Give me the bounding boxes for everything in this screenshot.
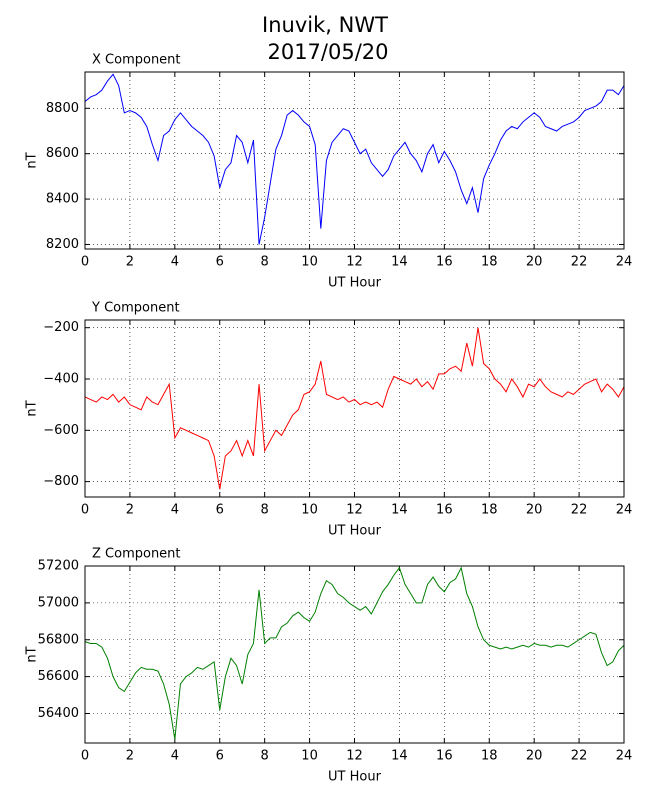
- y-tick-label: 8200: [46, 237, 79, 252]
- y-tick-label: −200: [43, 320, 79, 335]
- data-line: [84, 566, 625, 740]
- x-tick-label: 16: [436, 749, 453, 764]
- axes-title: X Component: [92, 53, 181, 68]
- x-tick-label: 18: [481, 503, 498, 518]
- x-tick-label: 6: [216, 749, 224, 764]
- x-tick-label: 16: [436, 255, 453, 270]
- x-tick-label: 18: [481, 255, 498, 270]
- x-tick-label: 10: [301, 255, 318, 270]
- x-tick-label: 6: [216, 255, 224, 270]
- axes-frame: [84, 319, 625, 498]
- y-tick-label: −800: [43, 474, 79, 489]
- x-tick-label: 0: [81, 749, 89, 764]
- axes-frame: [84, 71, 625, 250]
- x-tick-label: 24: [616, 503, 633, 518]
- data-line: [84, 73, 625, 245]
- x-tick-label: 8: [261, 749, 269, 764]
- y-tick-label: −400: [43, 372, 79, 387]
- x-tick-label: 6: [216, 503, 224, 518]
- x-tick-label: 2: [126, 503, 134, 518]
- y-tick-label: 57200: [38, 559, 79, 574]
- axes-title: Y Component: [91, 301, 180, 316]
- x-tick-label: 18: [481, 749, 498, 764]
- y-axis-label: nT: [25, 400, 40, 416]
- x-tick-label: 0: [81, 255, 89, 270]
- x-tick-label: 4: [171, 749, 179, 764]
- x-tick-label: 22: [571, 503, 588, 518]
- x-tick-label: 10: [301, 749, 318, 764]
- y-tick-label: 56600: [38, 669, 79, 684]
- x-axis-label: UT Hour: [328, 770, 382, 785]
- x-tick-label: 20: [526, 255, 543, 270]
- x-tick-label: 20: [526, 503, 543, 518]
- x-tick-label: 14: [391, 749, 408, 764]
- y-tick-label: 8800: [46, 101, 79, 116]
- x-tick-label: 2: [126, 255, 134, 270]
- y-axis-label: nT: [25, 646, 40, 662]
- x-tick-label: 4: [171, 503, 179, 518]
- x-tick-label: 12: [346, 255, 363, 270]
- x-tick-label: 8: [261, 503, 269, 518]
- axes-title: Z Component: [92, 547, 181, 562]
- x-axis-label: UT Hour: [328, 276, 382, 291]
- x-tick-label: 24: [616, 255, 633, 270]
- x-tick-label: 12: [346, 749, 363, 764]
- y-tick-label: 57000: [38, 595, 79, 610]
- x-tick-label: 10: [301, 503, 318, 518]
- y-tick-label: 8600: [46, 146, 79, 161]
- x-tick-label: 14: [391, 503, 408, 518]
- x-tick-label: 16: [436, 503, 453, 518]
- x-tick-label: 14: [391, 255, 408, 270]
- x-tick-label: 2: [126, 749, 134, 764]
- x-tick-label: 8: [261, 255, 269, 270]
- x-tick-label: 4: [171, 255, 179, 270]
- figure-title: Inuvik, NWT: [262, 13, 388, 37]
- axes-frame: [84, 565, 625, 744]
- figure-subtitle: 2017/05/20: [267, 40, 388, 64]
- x-tick-label: 20: [526, 749, 543, 764]
- y-tick-label: 8400: [46, 192, 79, 207]
- y-tick-label: −600: [43, 423, 79, 438]
- x-tick-label: 24: [616, 749, 633, 764]
- y-tick-label: 56400: [38, 706, 79, 721]
- data-line: [84, 327, 625, 490]
- x-tick-label: 22: [571, 749, 588, 764]
- y-axis-label: nT: [25, 152, 40, 168]
- x-tick-label: 22: [571, 255, 588, 270]
- x-tick-label: 12: [346, 503, 363, 518]
- x-axis-label: UT Hour: [328, 524, 382, 539]
- x-tick-label: 0: [81, 503, 89, 518]
- y-tick-label: 56800: [38, 632, 79, 647]
